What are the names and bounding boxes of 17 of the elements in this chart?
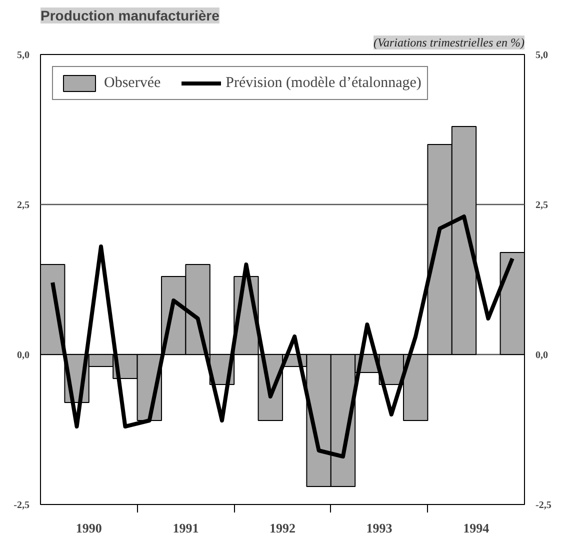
x-tick-label: 1991 [172,520,199,535]
y2-tick-label: 2,5 [536,200,548,211]
x-tick-label: 1994 [463,520,490,535]
x-tick-label: 1993 [366,520,393,535]
y2-tick-label: 0,0 [536,350,548,361]
y2-tick-label: -2,5 [536,500,552,511]
x-tick-label: 1990 [76,520,102,535]
y-tick-label: 0,0 [17,350,30,361]
legend-label: Observée [104,74,161,92]
y-tick-label: 5,0 [17,50,30,61]
y-tick-label: 2,5 [17,200,30,211]
x-tick-label: 1992 [270,520,296,535]
legend-label: Prévision (modèle d’étalonnage) [226,74,422,92]
chart-title: Production manufacturière [40,8,220,24]
y2-tick-label: 5,0 [536,50,548,61]
y-tick-label: -2,5 [14,500,30,511]
chart-subtitle: (Variations trimestrielles en %) [374,36,525,50]
